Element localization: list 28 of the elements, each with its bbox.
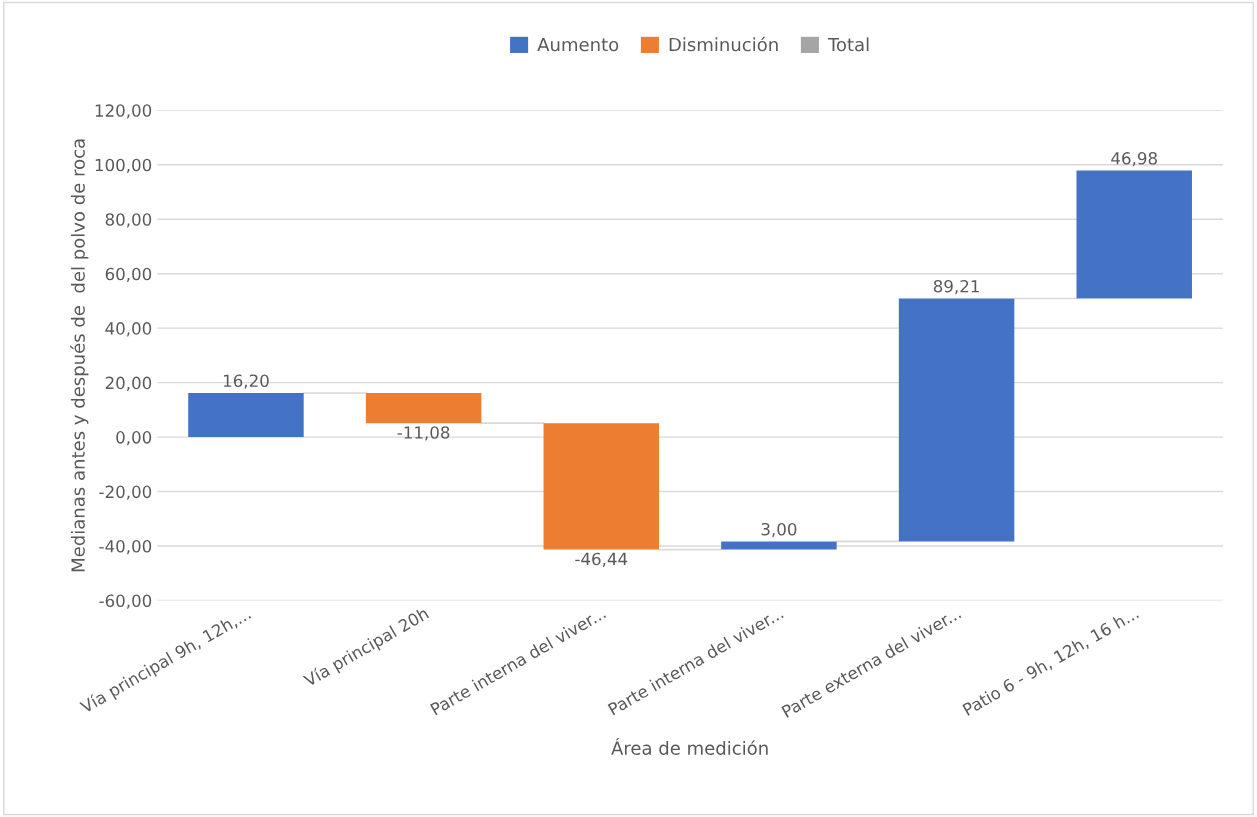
y-tick-label: 0,00 bbox=[116, 431, 152, 446]
y-tick-label: -20,00 bbox=[99, 485, 152, 500]
legend-label: Disminución bbox=[669, 36, 778, 52]
bar bbox=[188, 392, 304, 438]
y-axis-title: Medianas antes y después de del polvo de roca bbox=[70, 139, 89, 572]
bar bbox=[898, 298, 1015, 542]
y-tick-label: 80,00 bbox=[105, 213, 152, 228]
y-tick-label: 20,00 bbox=[105, 376, 152, 391]
data-label: 89,21 bbox=[933, 279, 979, 295]
y-tick-label: 100,00 bbox=[95, 158, 152, 174]
legend-label: Aumento bbox=[537, 37, 619, 52]
data-label: 16,20 bbox=[223, 374, 269, 389]
y-tick-label: 60,00 bbox=[105, 267, 152, 282]
data-label: -46,44 bbox=[575, 552, 628, 567]
legend-label: Total bbox=[827, 37, 869, 52]
y-tick-label: -40,00 bbox=[99, 539, 152, 555]
bar bbox=[365, 392, 482, 424]
y-tick-label: 120,00 bbox=[95, 104, 152, 119]
x-tick-label: Patio 6 - 9h, 12h, 16 h... bbox=[962, 606, 1140, 718]
x-axis-title: Área de medición bbox=[611, 737, 768, 755]
y-tick-label: -60,00 bbox=[99, 594, 152, 609]
y-tick-label: 40,00 bbox=[105, 322, 152, 337]
bar bbox=[1076, 170, 1192, 299]
data-label: 3,00 bbox=[761, 522, 797, 538]
data-label: 46,98 bbox=[1111, 152, 1157, 167]
data-label: -11,08 bbox=[397, 426, 450, 441]
bar bbox=[721, 541, 837, 550]
bar bbox=[543, 423, 659, 550]
